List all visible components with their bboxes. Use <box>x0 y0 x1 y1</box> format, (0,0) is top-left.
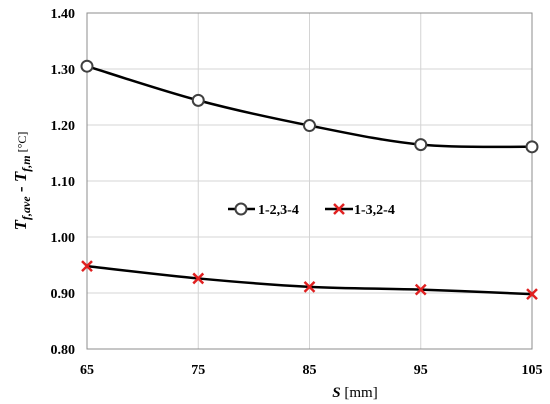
x-axis-title: S [mm] <box>332 385 377 401</box>
series-1-point-0 <box>80 59 94 73</box>
x-tick-label-4: 105 <box>522 363 543 378</box>
legend-marker-series-2 <box>333 203 345 215</box>
series-1-point-2 <box>303 119 316 133</box>
y-tick-label-5: 1.30 <box>51 63 76 78</box>
legend-label-series-1: 1-2,3-4 <box>258 203 299 218</box>
series-1-point-4 <box>525 140 539 154</box>
x-tick-label-0: 65 <box>80 363 94 378</box>
y-axis-title: Tf,ave - Tf,m [°C] <box>11 132 33 231</box>
series-2-point-4 <box>526 288 538 301</box>
legend: 1-2,3-4 1-3,2-4 <box>228 202 395 218</box>
gridlines <box>86 12 533 350</box>
series-2-point-3 <box>414 283 427 296</box>
plot-area-frame <box>86 12 533 350</box>
series <box>80 59 539 301</box>
y-tick-label-4: 1.20 <box>51 119 76 134</box>
x-tick-label-3: 95 <box>414 363 428 378</box>
series-2-point-2 <box>303 280 316 293</box>
y-tick-label-2: 1.00 <box>51 231 76 246</box>
series-2-point-0 <box>81 260 93 273</box>
series-1-point-1 <box>191 93 205 107</box>
y-tick-label-1: 0.90 <box>51 287 76 302</box>
x-tick-label-1: 75 <box>191 363 205 378</box>
y-tick-label-6: 1.40 <box>51 7 76 22</box>
series-1-point-3 <box>414 138 428 152</box>
y-tick-label-3: 1.10 <box>51 175 76 190</box>
y-tick-label-0: 0.80 <box>51 343 76 358</box>
x-tick-labels: 65 75 85 95 105 <box>80 363 543 378</box>
series-2-point-1 <box>192 272 205 285</box>
legend-marker-series-1 <box>234 202 248 216</box>
x-tick-label-2: 85 <box>303 363 317 378</box>
y-tick-labels: 0.80 0.90 1.00 1.10 1.20 1.30 1.40 <box>51 7 76 358</box>
legend-label-series-2: 1-3,2-4 <box>354 203 395 218</box>
